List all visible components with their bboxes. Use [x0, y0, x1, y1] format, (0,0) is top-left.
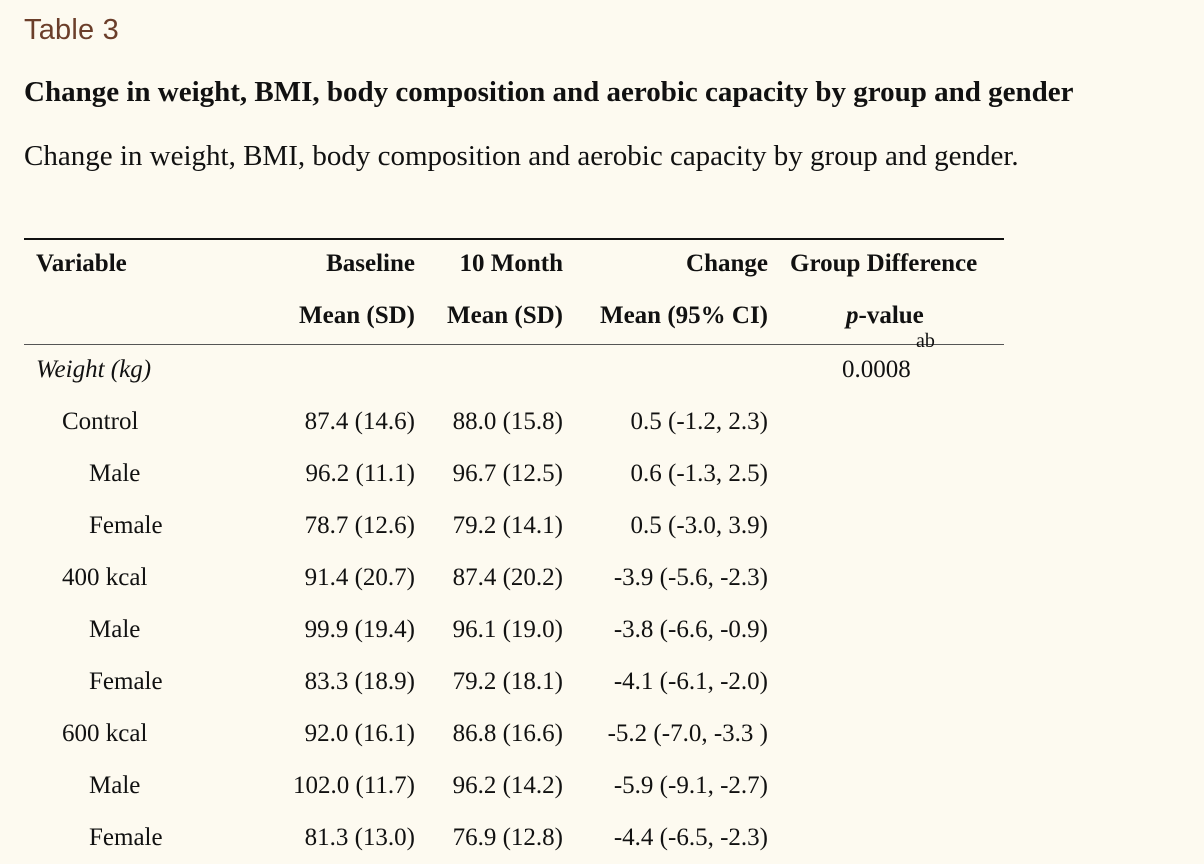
row-variable: Male: [89, 616, 141, 643]
row-change: 0.5 (-3.0, 3.9): [630, 512, 768, 539]
table-row: Control 87.4 (14.6) 88.0 (15.8) 0.5 (-1.…: [24, 396, 1004, 448]
row-variable: 600 kcal: [62, 720, 148, 747]
row-10-month: 96.7 (12.5): [452, 460, 563, 487]
row-baseline: 87.4 (14.6): [304, 408, 415, 435]
header-change-stat: Mean (95% CI): [599, 302, 768, 329]
header-baseline-stat: Mean (SD): [299, 302, 415, 329]
row-baseline: 99.9 (19.4): [304, 616, 415, 643]
row-10-month: 79.2 (14.1): [452, 512, 563, 539]
table-row: Male 96.2 (11.1) 96.7 (12.5) 0.6 (-1.3, …: [24, 448, 1004, 500]
row-variable: Female: [89, 668, 163, 695]
row-variable: Female: [89, 512, 163, 539]
row-baseline: 83.3 (18.9): [304, 668, 415, 695]
row-variable: Weight (kg): [36, 356, 152, 383]
row-change: -5.9 (-9.1, -2.7): [613, 772, 768, 799]
row-p-value: 0.0008: [842, 356, 911, 383]
row-baseline: 78.7 (12.6): [304, 512, 415, 539]
table-row: Female 78.7 (12.6) 79.2 (14.1) 0.5 (-3.0…: [24, 500, 1004, 552]
row-variable: 400 kcal: [62, 564, 148, 591]
header-row-1: Variable Baseline 10 Month Change Group …: [24, 238, 1004, 290]
table-row: Male 102.0 (11.7) 96.2 (14.2) -5.9 (-9.1…: [24, 760, 1004, 812]
header-bottom-rule: [24, 344, 1004, 345]
row-change: -5.2 (-7.0, -3.3 ): [607, 720, 768, 747]
row-10-month: 87.4 (20.2): [452, 564, 563, 591]
row-change: -3.8 (-6.6, -0.9): [613, 616, 768, 643]
row-change: -4.4 (-6.5, -2.3): [613, 824, 768, 851]
row-baseline: 102.0 (11.7): [293, 772, 415, 799]
row-10-month: 88.0 (15.8): [452, 408, 563, 435]
row-change: -4.1 (-6.1, -2.0): [613, 668, 768, 695]
row-10-month: 96.1 (19.0): [452, 616, 563, 643]
table-row: 600 kcal 92.0 (16.1) 86.8 (16.6) -5.2 (-…: [24, 708, 1004, 760]
row-variable: Control: [62, 408, 139, 435]
row-variable: Female: [89, 824, 163, 851]
table-row: Male 99.9 (19.4) 96.1 (19.0) -3.8 (-6.6,…: [24, 604, 1004, 656]
table-label: Table 3: [24, 14, 119, 46]
table-caption: Change in weight, BMI, body composition …: [24, 140, 1019, 172]
header-variable: Variable: [36, 250, 127, 277]
row-change: 0.6 (-1.3, 2.5): [630, 460, 768, 487]
row-baseline: 96.2 (11.1): [305, 460, 415, 487]
row-10-month: 76.9 (12.8): [452, 824, 563, 851]
header-p-value: p-value: [846, 302, 924, 330]
header-row-2: Mean (SD) Mean (SD) Mean (95% CI) p-valu…: [24, 290, 1004, 342]
row-baseline: 92.0 (16.1): [304, 720, 415, 747]
row-baseline: 81.3 (13.0): [304, 824, 415, 851]
header-10-month: 10 Month: [459, 250, 563, 277]
row-10-month: 96.2 (14.2): [452, 772, 563, 799]
p-value-superscript: ab: [916, 330, 935, 352]
header-group-difference: Group Difference: [790, 250, 978, 277]
table-row: Female 81.3 (13.0) 76.9 (12.8) -4.4 (-6.…: [24, 812, 1004, 864]
table-row: Weight (kg) 0.0008: [24, 344, 1004, 396]
row-10-month: 86.8 (16.6): [452, 720, 563, 747]
row-change: 0.5 (-1.2, 2.3): [630, 408, 768, 435]
header-baseline: Baseline: [326, 250, 415, 277]
header-p-rest: -value: [858, 302, 924, 329]
table-row: 400 kcal 91.4 (20.7) 87.4 (20.2) -3.9 (-…: [24, 552, 1004, 604]
row-change: -3.9 (-5.6, -2.3): [613, 564, 768, 591]
header-10-month-stat: Mean (SD): [447, 302, 563, 329]
row-variable: Male: [89, 460, 141, 487]
row-variable: Male: [89, 772, 141, 799]
header-p-italic: p: [846, 302, 859, 329]
table-top-rule: [24, 238, 1004, 240]
header-change: Change: [686, 250, 768, 277]
table-row: Female 83.3 (18.9) 79.2 (18.1) -4.1 (-6.…: [24, 656, 1004, 708]
row-10-month: 79.2 (18.1): [452, 668, 563, 695]
table-title: Change in weight, BMI, body composition …: [24, 76, 1074, 108]
row-baseline: 91.4 (20.7): [304, 564, 415, 591]
